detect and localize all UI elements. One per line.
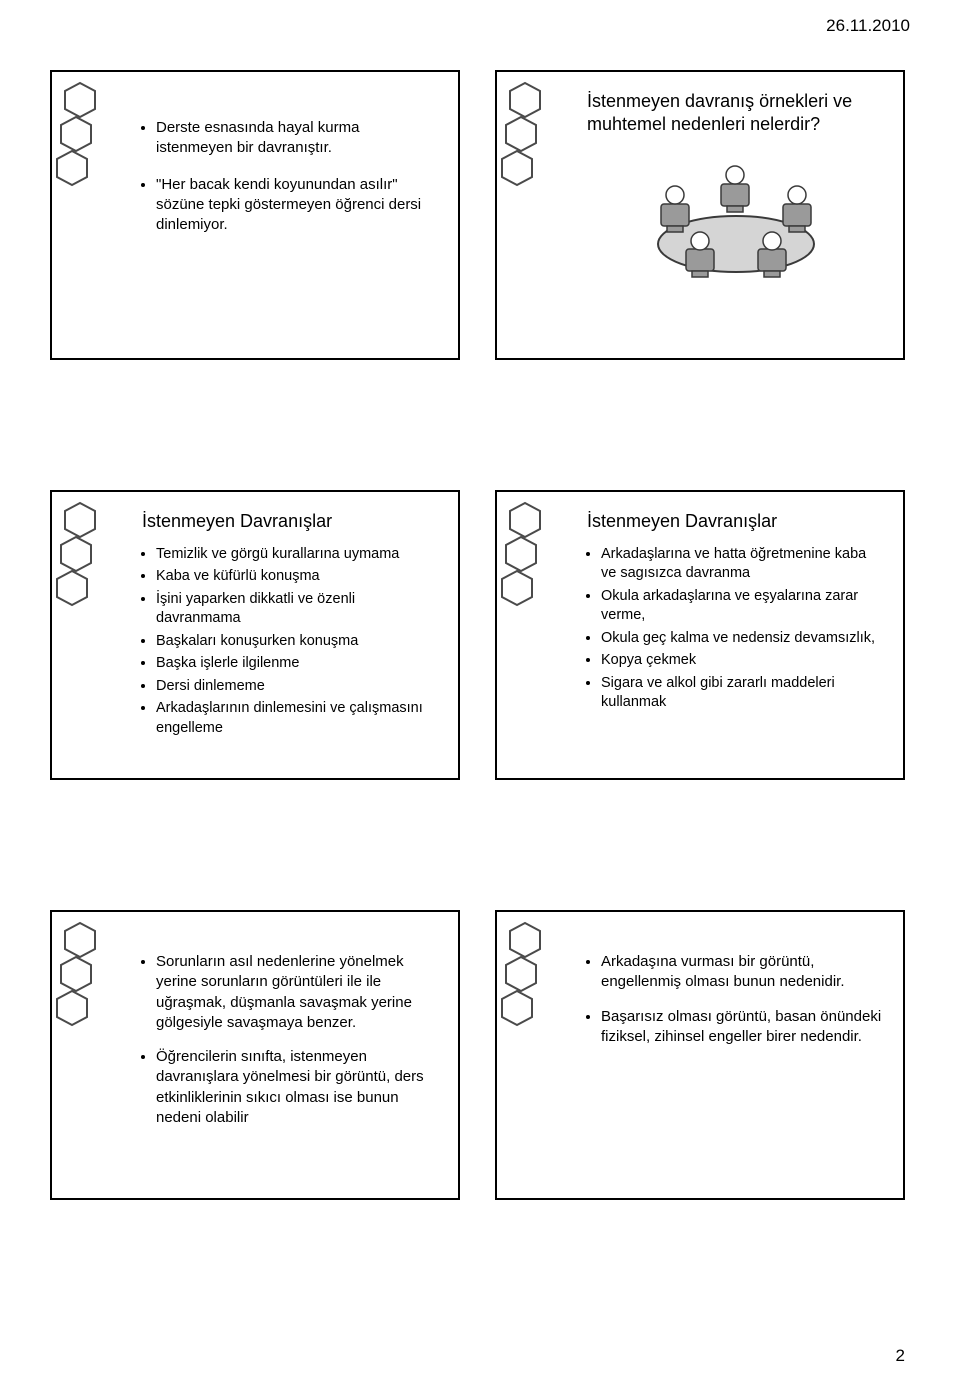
slide-1: Derste esnasında hayal kurma istenmeyen … [50, 70, 460, 360]
bullet-text: Sorunların asıl nedenlerine yönelmek yer… [156, 953, 412, 1031]
bullet-text: Arkadaşlarına ve hatta öğretmenine kaba … [601, 546, 866, 582]
bullet-text: Başarısız olması görüntü, basan önündeki… [601, 1008, 881, 1045]
slide-5: Sorunların asıl nedenlerine yönelmek yer… [50, 910, 460, 1200]
slide-1-bullets: Derste esnasında hayal kurma istenmeyen … [142, 118, 440, 235]
bullet-text: "Her bacak kendi koyunundan asılır" sözü… [156, 176, 421, 234]
list-item: "Her bacak kendi koyunundan asılır" sözü… [156, 175, 440, 236]
slide-4: İstenmeyen Davranışlar Arkadaşlarına ve … [495, 490, 905, 780]
bullet-text: Okula arkadaşlarına ve eşyalarına zarar … [601, 588, 858, 624]
slide-4-title: İstenmeyen Davranışlar [587, 510, 885, 533]
bullet-text: Başkaları konuşurken konuşma [156, 633, 358, 649]
list-item: Öğrencilerin sınıfta, istenmeyen davranı… [156, 1047, 440, 1128]
bullet-text: Kaba ve küfürlü konuşma [156, 568, 320, 584]
bullet-text: Başka işlerle ilgilenme [156, 655, 299, 671]
hex-deco-icon [60, 80, 104, 182]
list-item: Okula geç kalma ve nedensiz devamsızlık, [601, 629, 885, 649]
list-item: Arkadaşlarının dinlemesini ve çalışmasın… [156, 699, 440, 738]
list-item: Temizlik ve görgü kurallarına uymama [156, 545, 440, 565]
slide-5-bullets: Sorunların asıl nedenlerine yönelmek yer… [142, 952, 440, 1128]
discussion-illustration-icon [587, 149, 885, 309]
list-item: Başarısız olması görüntü, basan önündeki… [601, 1007, 885, 1048]
list-item: Dersi dinlememe [156, 677, 440, 697]
bullet-text: İşini yaparken dikkatli ve özenli davran… [156, 591, 355, 627]
bullet-text: Temizlik ve görgü kurallarına uymama [156, 546, 399, 562]
bullet-text: Dersi dinlememe [156, 678, 265, 694]
page-date: 26.11.2010 [826, 16, 910, 36]
slide-2-title: İstenmeyen davranış örnekleri ve muhteme… [587, 90, 885, 135]
slide-6: Arkadaşına vurması bir görüntü, engellen… [495, 910, 905, 1200]
list-item: Sorunların asıl nedenlerine yönelmek yer… [156, 952, 440, 1033]
bullet-text: Kopya çekmek [601, 652, 696, 668]
slide-3-bullets: Temizlik ve görgü kurallarına uymama Kab… [142, 545, 440, 739]
list-item: Başka işlerle ilgilenme [156, 654, 440, 674]
bullet-text: Öğrencilerin sınıfta, istenmeyen davranı… [156, 1048, 424, 1126]
slide-grid: Derste esnasında hayal kurma istenmeyen … [50, 70, 910, 1200]
bullet-text: Derste esnasında hayal kurma istenmeyen … [156, 119, 359, 156]
list-item: Sigara ve alkol gibi zararlı maddeleri k… [601, 674, 885, 713]
bullet-text: Sigara ve alkol gibi zararlı maddeleri k… [601, 675, 835, 711]
slide-3: İstenmeyen Davranışlar Temizlik ve görgü… [50, 490, 460, 780]
hex-deco-icon [505, 80, 549, 182]
bullet-text: Arkadaşlarının dinlemesini ve çalışmasın… [156, 700, 423, 736]
list-item: Kopya çekmek [601, 651, 885, 671]
list-item: Okula arkadaşlarına ve eşyalarına zarar … [601, 587, 885, 626]
hex-deco-icon [505, 500, 549, 602]
slide-2: İstenmeyen davranış örnekleri ve muhteme… [495, 70, 905, 360]
list-item: İşini yaparken dikkatli ve özenli davran… [156, 590, 440, 629]
slide-3-title: İstenmeyen Davranışlar [142, 510, 440, 533]
bullet-text: Okula geç kalma ve nedensiz devamsızlık, [601, 630, 875, 646]
list-item: Başkaları konuşurken konuşma [156, 632, 440, 652]
slide-6-bullets: Arkadaşına vurması bir görüntü, engellen… [587, 952, 885, 1047]
list-item: Derste esnasında hayal kurma istenmeyen … [156, 118, 440, 159]
page-number: 2 [896, 1346, 905, 1366]
slide-4-bullets: Arkadaşlarına ve hatta öğretmenine kaba … [587, 545, 885, 714]
list-item: Kaba ve küfürlü konuşma [156, 567, 440, 587]
hex-deco-icon [60, 920, 104, 1022]
bullet-text: Arkadaşına vurması bir görüntü, engellen… [601, 953, 845, 990]
list-item: Arkadaşlarına ve hatta öğretmenine kaba … [601, 545, 885, 584]
list-item: Arkadaşına vurması bir görüntü, engellen… [601, 952, 885, 993]
hex-deco-icon [505, 920, 549, 1022]
hex-deco-icon [60, 500, 104, 602]
